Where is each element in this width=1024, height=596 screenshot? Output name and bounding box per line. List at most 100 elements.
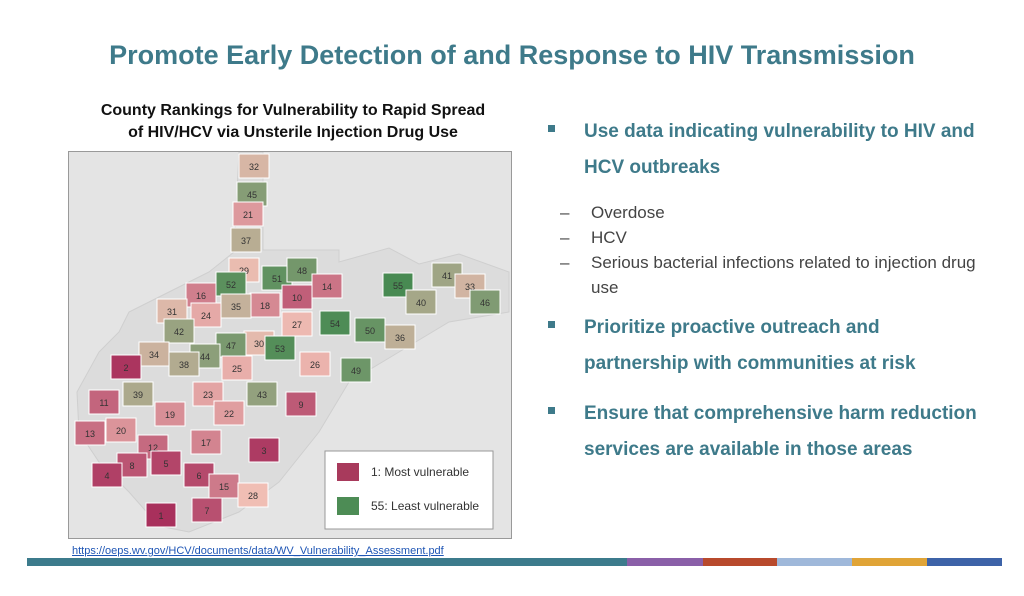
source-link[interactable]: https://oeps.wv.gov/HCV/documents/data/W… bbox=[72, 545, 444, 557]
county-shape bbox=[246, 381, 278, 407]
sub-bullet-item: – Overdose bbox=[548, 200, 988, 225]
footer-color-segment bbox=[27, 558, 627, 566]
county: 28 bbox=[237, 482, 269, 508]
county: 15 bbox=[208, 473, 240, 499]
county: 36 bbox=[384, 324, 416, 350]
sub-bullet-item: – Serious bacterial infections related to… bbox=[548, 250, 988, 300]
county-rank-label: 5 bbox=[163, 459, 168, 469]
bullet-item-outreach: Prioritize proactive outreach and partne… bbox=[548, 310, 988, 382]
county: 18 bbox=[249, 292, 281, 318]
county-rank-label: 27 bbox=[292, 320, 302, 330]
county-shape bbox=[340, 357, 372, 383]
county: 32 bbox=[238, 153, 270, 179]
sub-bullet-text: Serious bacterial infections related to … bbox=[591, 253, 976, 297]
county-rank-label: 20 bbox=[116, 426, 126, 436]
sub-bullet-item: – HCV bbox=[548, 225, 988, 250]
legend-most-label: 1: Most vulnerable bbox=[371, 465, 469, 479]
footer-color-bar bbox=[27, 558, 1002, 566]
county-shape bbox=[91, 462, 123, 488]
sub-bullet-text: HCV bbox=[591, 228, 627, 247]
county: 13 bbox=[74, 420, 106, 446]
footer-color-segment bbox=[703, 558, 777, 566]
footer-color-segment bbox=[777, 558, 852, 566]
county: 38 bbox=[168, 351, 200, 377]
county: 19 bbox=[154, 401, 186, 427]
county: 10 bbox=[281, 284, 313, 310]
footer-color-segment bbox=[627, 558, 703, 566]
county: 9 bbox=[285, 391, 317, 417]
sub-bullet-list: – Overdose – HCV – Serious bacterial infect… bbox=[548, 200, 988, 300]
footer-color-segment bbox=[927, 558, 1002, 566]
county-rank-label: 53 bbox=[275, 344, 285, 354]
county: 54 bbox=[319, 310, 351, 336]
county-shape bbox=[230, 227, 262, 253]
dash-icon: – bbox=[560, 203, 570, 222]
county-rank-label: 26 bbox=[310, 360, 320, 370]
county-rank-label: 51 bbox=[272, 274, 282, 284]
map-title: County Rankings for Vulnerability to Rap… bbox=[62, 100, 524, 144]
county: 17 bbox=[190, 429, 222, 455]
bullet-item-data: Use data indicating vulnerability to HIV… bbox=[548, 114, 988, 186]
sub-bullet-text: Overdose bbox=[591, 203, 665, 222]
county-rank-label: 10 bbox=[292, 293, 302, 303]
county-rank-label: 43 bbox=[257, 390, 267, 400]
county: 4 bbox=[91, 462, 123, 488]
county-rank-label: 16 bbox=[196, 291, 206, 301]
county-rank-label: 38 bbox=[179, 360, 189, 370]
county-rank-label: 11 bbox=[99, 398, 108, 408]
bullet-list: Use data indicating vulnerability to HIV… bbox=[548, 114, 988, 482]
county: 2 bbox=[110, 354, 142, 380]
legend-box bbox=[324, 450, 494, 530]
county: 42 bbox=[163, 318, 195, 344]
county-rank-label: 41 bbox=[442, 271, 452, 281]
legend-least-swatch bbox=[337, 497, 359, 515]
county-rank-label: 7 bbox=[204, 506, 209, 516]
county-rank-label: 31 bbox=[167, 307, 177, 317]
county-shape bbox=[285, 391, 317, 417]
county: 47 bbox=[215, 332, 247, 358]
county: 22 bbox=[213, 400, 245, 426]
county-shape bbox=[237, 482, 269, 508]
bullet-text: Prioritize proactive outreach and partne… bbox=[584, 317, 916, 374]
county-rank-label: 25 bbox=[232, 364, 242, 374]
county-rank-label: 12 bbox=[148, 443, 158, 453]
county: 52 bbox=[215, 271, 247, 297]
county-rank-label: 29 bbox=[239, 266, 249, 276]
county-rank-label: 13 bbox=[85, 429, 95, 439]
bullet-text: Ensure that comprehensive harm reduction… bbox=[584, 403, 977, 460]
county-rank-label: 23 bbox=[203, 390, 213, 400]
county-rank-label: 2 bbox=[123, 363, 128, 373]
county-rank-label: 35 bbox=[231, 302, 241, 312]
county-shape bbox=[145, 502, 177, 528]
county: 53 bbox=[264, 335, 296, 361]
county-rank-label: 6 bbox=[196, 471, 201, 481]
county-rank-label: 34 bbox=[149, 350, 159, 360]
county-shape bbox=[264, 335, 296, 361]
county-shape bbox=[215, 271, 247, 297]
legend-least-label: 55: Least vulnerable bbox=[371, 499, 479, 513]
county-rank-label: 17 bbox=[201, 438, 211, 448]
county-shape bbox=[208, 473, 240, 499]
county-shape bbox=[163, 318, 195, 344]
county-shape bbox=[150, 450, 182, 476]
county-rank-label: 33 bbox=[465, 282, 475, 292]
county: 25 bbox=[221, 355, 253, 381]
county: 46 bbox=[469, 289, 501, 315]
county-shape bbox=[105, 417, 137, 443]
county: 39 bbox=[122, 381, 154, 407]
map-title-line-1: County Rankings for Vulnerability to Rap… bbox=[100, 102, 486, 119]
county: 24 bbox=[190, 302, 222, 328]
county: 27 bbox=[281, 311, 313, 337]
county: 37 bbox=[230, 227, 262, 253]
county-shape bbox=[190, 302, 222, 328]
county-rank-label: 40 bbox=[416, 298, 426, 308]
county-rank-label: 22 bbox=[224, 409, 234, 419]
county-rank-label: 49 bbox=[351, 366, 361, 376]
county: 43 bbox=[246, 381, 278, 407]
county-shape bbox=[110, 354, 142, 380]
county-rank-label: 32 bbox=[249, 162, 259, 172]
legend-most-swatch bbox=[337, 463, 359, 481]
square-bullet-icon bbox=[548, 407, 555, 414]
county: 1 bbox=[145, 502, 177, 528]
vulnerability-map: 32 45 21 37 29 51 48 52 16 18 10 14 55 41 33 46 35 24 31 42… bbox=[68, 151, 512, 539]
